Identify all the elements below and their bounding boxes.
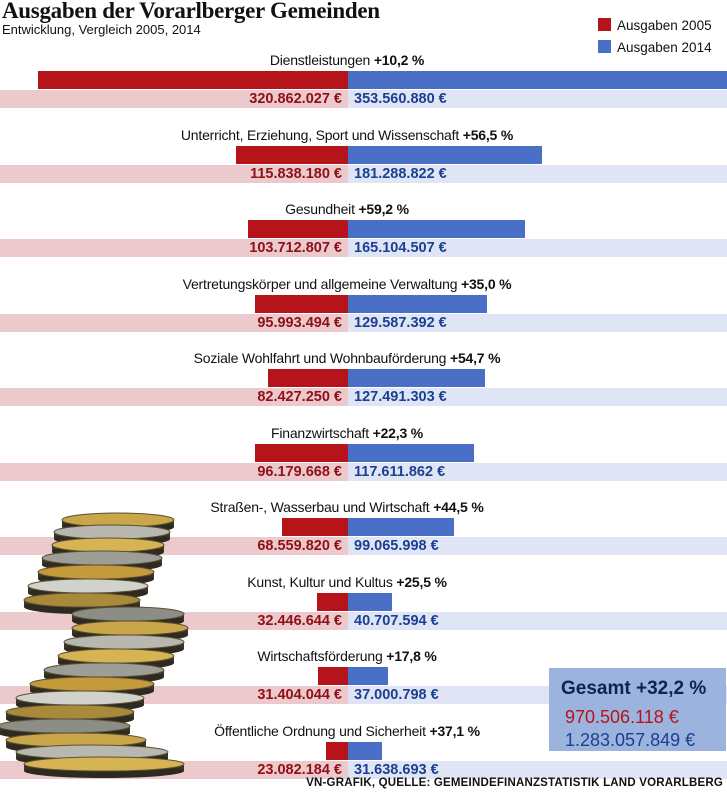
legend-label-2005: Ausgaben 2005 — [617, 18, 712, 33]
category-name: Kunst, Kultur und Kultus — [247, 573, 397, 590]
category-label: Soziale Wohlfahrt und Wohnbauförderung +… — [0, 350, 694, 366]
value-band-2014 — [348, 462, 727, 481]
legend-label-2014: Ausgaben 2014 — [617, 40, 712, 55]
category-label: Kunst, Kultur und Kultus +25,5 % — [0, 574, 694, 590]
value-label-2014: 181.288.822 € — [354, 165, 447, 182]
legend-item-2014: Ausgaben 2014 — [598, 40, 712, 55]
bar-2005 — [254, 443, 348, 462]
value-band-2014 — [348, 611, 727, 630]
total-label: Gesamt +32,2 % — [561, 678, 707, 699]
value-label-2005: 95.993.494 € — [257, 314, 342, 331]
category-label: Finanzwirtschaft +22,3 % — [0, 425, 694, 441]
bar-2014 — [348, 667, 388, 685]
category-change: +54,7 % — [449, 350, 501, 366]
category-change: +37,1 % — [429, 722, 480, 739]
coin-stack-icon — [0, 512, 189, 778]
bar-2005 — [255, 294, 348, 313]
value-label-2014: 129.587.392 € — [354, 314, 447, 331]
category-change: +35,0 % — [461, 275, 512, 292]
value-band-2014 — [348, 239, 727, 257]
value-label-2005: 103.712.807 € — [249, 240, 342, 256]
chart-subtitle: Entwicklung, Vergleich 2005, 2014 — [2, 22, 201, 37]
bar-2005 — [235, 145, 348, 164]
bar-2014 — [348, 369, 485, 387]
bar-2005 — [325, 741, 348, 760]
bar-2014 — [348, 443, 475, 462]
value-label-2005: 32.446.644 € — [257, 612, 342, 629]
category-change: +44,5 % — [433, 499, 484, 515]
value-label-2014: 165.104.507 € — [354, 240, 447, 256]
bar-2014 — [348, 294, 487, 313]
value-label-2014: 31.638.693 € — [354, 761, 439, 778]
category-name: Öffentliche Ordnung und Sicherheit — [214, 722, 430, 739]
value-label-2005: 115.838.180 € — [250, 165, 342, 182]
category-label: Öffentliche Ordnung und Sicherheit +37,1… — [0, 723, 694, 739]
value-band-2005 — [0, 90, 348, 108]
total-box: Gesamt +32,2 % 970.506.118 € 1.283.057.8… — [549, 668, 726, 751]
category-label: Wirtschaftsförderung +17,8 % — [0, 648, 694, 664]
value-label-2005: 68.559.820 € — [257, 538, 342, 554]
category-change: +10,2 % — [373, 52, 425, 68]
value-band-2014 — [348, 537, 727, 555]
value-band-2005 — [0, 239, 348, 257]
value-label-2014: 99.065.998 € — [354, 538, 439, 554]
source-note: VN-GRAFIK, QUELLE: GEMEINDEFINANZSTATIST… — [306, 777, 723, 789]
value-band-2014 — [348, 164, 727, 183]
bar-2005 — [247, 220, 348, 238]
category-label: Gesundheit +59,2 % — [0, 201, 694, 217]
value-label-2014: 117.611.862 € — [354, 463, 446, 480]
value-label-2014: 37.000.798 € — [354, 687, 439, 703]
value-band-2005 — [0, 164, 348, 183]
value-band-2005 — [0, 462, 348, 481]
category-label: Vertretungskörper und allgemeine Verwalt… — [0, 276, 694, 292]
category-label: Straßen-, Wasserbau und Wirtschaft +44,5… — [0, 499, 694, 515]
category-label: Dienstleistungen +10,2 % — [0, 52, 694, 68]
bar-2014 — [348, 741, 382, 760]
bar-2005 — [281, 518, 348, 536]
category-name: Finanzwirtschaft — [270, 424, 373, 441]
category-change: +22,3 % — [372, 424, 424, 441]
category-name: Gesundheit — [285, 201, 359, 217]
legend-swatch-2014 — [598, 40, 611, 53]
value-band-2005 — [0, 313, 348, 332]
value-label-2005: 320.862.027 € — [249, 91, 342, 107]
value-band-2014 — [348, 388, 727, 406]
value-label-2005: 31.404.044 € — [257, 687, 342, 703]
bar-2014 — [348, 592, 392, 611]
legend-swatch-2005 — [598, 18, 611, 31]
bar-2005 — [37, 71, 348, 89]
category-name: Vertretungskörper und allgemeine Verwalt… — [182, 275, 461, 292]
value-label-2005: 96.179.668 € — [257, 463, 342, 480]
category-name: Dienstleistungen — [269, 52, 374, 68]
category-change: +17,8 % — [386, 648, 437, 664]
bar-2014 — [348, 145, 543, 164]
bar-2014 — [348, 518, 455, 536]
value-label-2014: 40.707.594 € — [354, 612, 439, 629]
category-name: Wirtschaftsförderung — [257, 648, 387, 664]
total-value-2005: 970.506.118 € — [565, 707, 679, 727]
value-label-2014: 353.560.880 € — [354, 91, 447, 107]
bar-2005 — [268, 369, 348, 387]
category-change: +59,2 % — [358, 201, 409, 217]
bar-2005 — [317, 667, 348, 685]
category-change: +25,5 % — [396, 573, 447, 590]
total-value-2014: 1.283.057.849 € — [565, 730, 696, 750]
value-band-2005 — [0, 388, 348, 406]
category-name: Unterricht, Erziehung, Sport und Wissens… — [180, 126, 463, 143]
category-label: Unterricht, Erziehung, Sport und Wissens… — [0, 127, 694, 143]
value-label-2005: 82.427.250 € — [257, 389, 342, 405]
value-band-2014 — [348, 90, 727, 108]
legend-item-2005: Ausgaben 2005 — [598, 18, 712, 33]
bar-2014 — [348, 71, 727, 89]
value-label-2014: 127.491.303 € — [354, 389, 447, 405]
value-band-2014 — [348, 760, 727, 779]
category-change: +56,5 % — [462, 126, 514, 143]
value-label-2005: 23.082.184 € — [257, 761, 342, 778]
bar-2005 — [316, 592, 348, 611]
chart-title: Ausgaben der Vorarlberger Gemeinden — [2, 0, 380, 23]
category-name: Straßen-, Wasserbau und Wirtschaft — [210, 499, 434, 515]
value-band-2014 — [348, 313, 727, 332]
category-name: Soziale Wohlfahrt und Wohnbauförderung — [193, 350, 450, 366]
bar-2014 — [348, 220, 525, 238]
